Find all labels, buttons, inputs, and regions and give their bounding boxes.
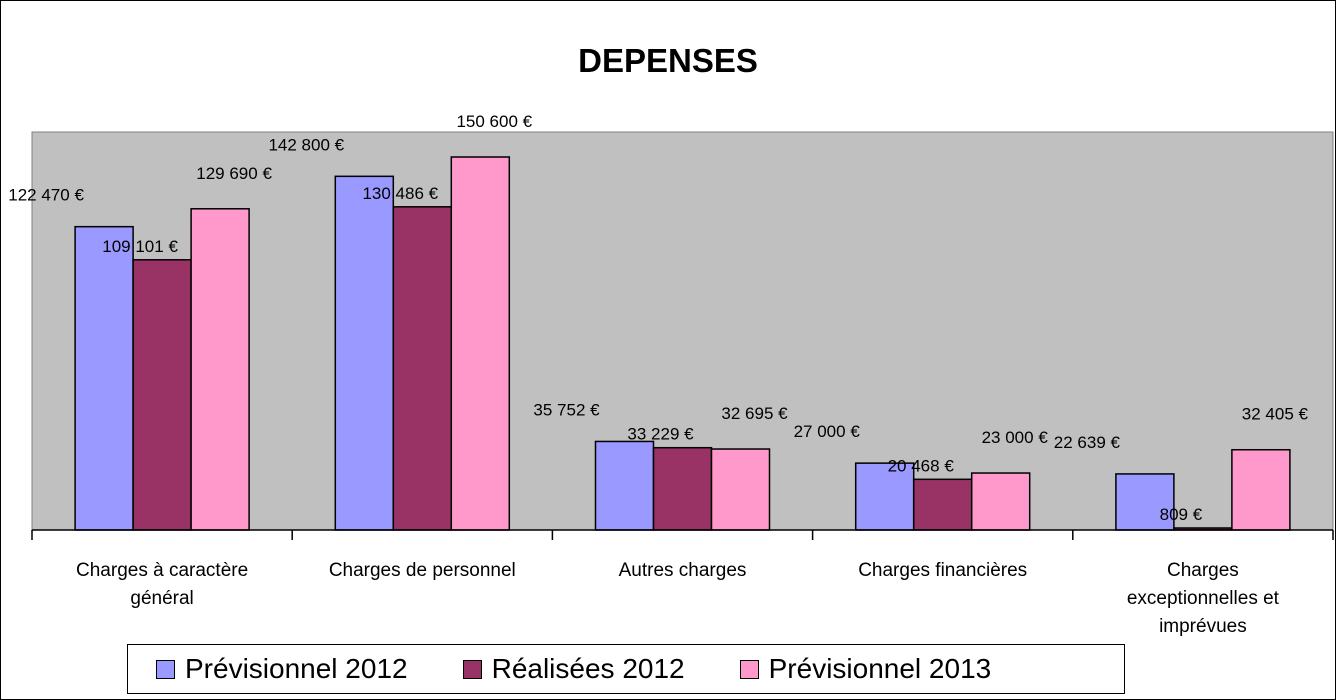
legend-item: Prévisionnel 2013 xyxy=(739,653,992,685)
data-label: 27 000 € xyxy=(794,422,861,441)
data-label: 809 € xyxy=(1160,505,1203,524)
data-label: 150 600 € xyxy=(456,112,532,131)
bar xyxy=(132,259,192,531)
value-labels-group: 122 470 € 142 800 € 35 752 € 27 000 € 22 639… xyxy=(8,112,1308,524)
data-label: 109 101 € xyxy=(102,237,178,256)
data-label: 20 468 € xyxy=(888,456,955,475)
bars-group xyxy=(74,156,1291,531)
category-label: Charges à caractère général xyxy=(76,560,248,609)
data-label: 130 486 € xyxy=(362,184,438,203)
data-label: 129 690 € xyxy=(196,164,272,183)
chart-title: DEPENSES xyxy=(578,42,758,79)
data-label: 32 405 € xyxy=(1242,405,1309,424)
legend: Prévisionnel 2012 Réalisées 2012 Prévision… xyxy=(127,644,1125,694)
bar xyxy=(970,472,1031,531)
x-ticks-group xyxy=(31,530,1334,540)
bar xyxy=(1231,448,1291,531)
data-label: 142 800 € xyxy=(268,135,344,154)
legend-label: Prévisionnel 2012 xyxy=(185,653,408,684)
category-labels-group: Charges à caractère général Charges de per… xyxy=(76,560,1280,637)
legend-item: Réalisées 2012 xyxy=(462,653,685,685)
data-label: 32 695 € xyxy=(721,404,788,423)
legend-swatch xyxy=(462,659,482,679)
legend-swatch xyxy=(156,659,175,679)
bar xyxy=(710,448,771,531)
bar xyxy=(334,175,395,531)
category-label: Charges financières xyxy=(858,560,1027,581)
data-label: 23 000 € xyxy=(982,428,1049,447)
bar xyxy=(450,156,511,531)
category-label: Autres charges xyxy=(619,560,747,581)
category-label: Charges exceptionnelles et imprévues xyxy=(1127,560,1280,637)
category-label: Charges de personnel xyxy=(329,560,516,581)
data-label: 35 752 € xyxy=(533,400,600,419)
legend-label: Réalisées 2012 xyxy=(491,653,685,684)
data-label: 33 229 € xyxy=(627,425,694,444)
legend-item: Prévisionnel 2012 xyxy=(156,653,408,685)
bar xyxy=(392,206,453,531)
legend-label: Prévisionnel 2013 xyxy=(768,653,992,684)
bar xyxy=(594,440,655,531)
bar xyxy=(912,478,973,531)
bar xyxy=(190,208,250,531)
data-label: 122 470 € xyxy=(8,186,84,205)
bar xyxy=(74,225,134,531)
data-label: 22 639 € xyxy=(1054,433,1121,452)
legend-swatch xyxy=(739,659,759,679)
bar xyxy=(652,446,713,531)
bar xyxy=(1115,473,1175,531)
